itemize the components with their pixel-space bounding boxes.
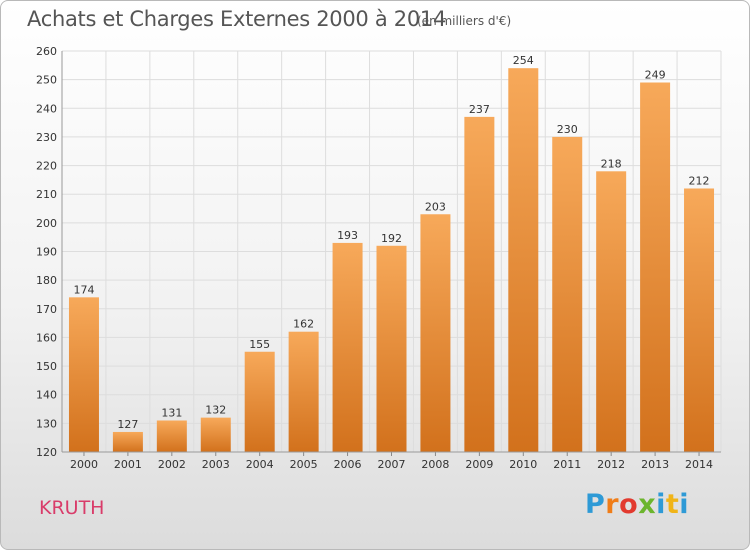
bar-2000 — [68, 297, 99, 452]
bar-2003 — [200, 417, 231, 452]
entity-name: KRUTH — [39, 497, 105, 519]
bar-value-label: 218 — [601, 157, 622, 170]
y-tick-label: 180 — [36, 274, 57, 287]
bar-2006 — [332, 242, 363, 452]
bars — [68, 68, 715, 453]
x-tick-label: 2002 — [158, 458, 186, 471]
bar-value-label: 249 — [645, 69, 666, 82]
x-tick-label: 2014 — [685, 458, 713, 471]
x-tick-label: 2012 — [597, 458, 625, 471]
bar-value-label: 155 — [249, 338, 270, 351]
bar-2002 — [156, 420, 187, 452]
axes: 120 130 140 150 160 170 180 190 200 210 220 230 240 2… — [36, 45, 721, 471]
bar-2009 — [464, 116, 495, 452]
bar-value-label: 131 — [161, 406, 182, 419]
proxiti-logo: Proxiti — [585, 489, 690, 520]
bar-value-label: 162 — [293, 318, 314, 331]
x-tick-label: 2006 — [334, 458, 362, 471]
bar-value-label: 127 — [117, 418, 138, 431]
y-tick-label: 150 — [36, 360, 57, 373]
y-tick-label: 240 — [36, 102, 57, 115]
y-tick-label: 160 — [36, 331, 57, 344]
bar-value-label: 237 — [469, 103, 490, 116]
chart-title: Achats et Charges Externes 2000 à 2014 — [27, 7, 447, 31]
bar-value-label: 254 — [513, 54, 534, 67]
bar-value-label: 212 — [689, 174, 710, 187]
y-tick-label: 220 — [36, 160, 57, 173]
x-tick-label: 2001 — [114, 458, 142, 471]
bar-value-label: 192 — [381, 232, 402, 245]
y-tick-label: 140 — [36, 389, 57, 402]
y-tick-label: 260 — [36, 45, 57, 58]
bar-2005 — [288, 331, 319, 452]
x-tick-label: 2000 — [70, 458, 98, 471]
bar-2008 — [420, 214, 451, 452]
y-tick-label: 200 — [36, 217, 57, 230]
y-tick-label: 230 — [36, 131, 57, 144]
bar-2007 — [376, 245, 407, 452]
bar-2010 — [508, 68, 539, 452]
y-tick-label: 120 — [36, 446, 57, 459]
bar-value-label: 174 — [73, 283, 94, 296]
bar-value-label: 132 — [205, 404, 226, 417]
bar-2013 — [640, 82, 671, 452]
bar-value-label: 203 — [425, 200, 446, 213]
bar-2014 — [684, 188, 715, 452]
y-tick-label: 170 — [36, 303, 57, 316]
x-tick-label: 2008 — [421, 458, 449, 471]
x-tick-label: 2004 — [246, 458, 274, 471]
x-tick-label: 2003 — [202, 458, 230, 471]
y-tick-label: 190 — [36, 246, 57, 259]
y-tick-label: 210 — [36, 188, 57, 201]
x-tick-label: 2009 — [465, 458, 493, 471]
bar-value-label: 193 — [337, 229, 358, 242]
bar-2001 — [112, 431, 143, 452]
chart-subtitle: (en milliers d'€) — [417, 14, 512, 28]
x-tick-label: 2013 — [641, 458, 669, 471]
x-tick-label: 2005 — [290, 458, 318, 471]
y-tick-label: 130 — [36, 417, 57, 430]
y-tick-label: 250 — [36, 74, 57, 87]
bar-2012 — [596, 171, 627, 453]
bar-2011 — [552, 136, 583, 452]
x-tick-label: 2011 — [553, 458, 581, 471]
bar-2004 — [244, 351, 275, 452]
x-tick-label: 2010 — [509, 458, 537, 471]
bar-value-label: 230 — [557, 123, 578, 136]
x-tick-label: 2007 — [378, 458, 406, 471]
